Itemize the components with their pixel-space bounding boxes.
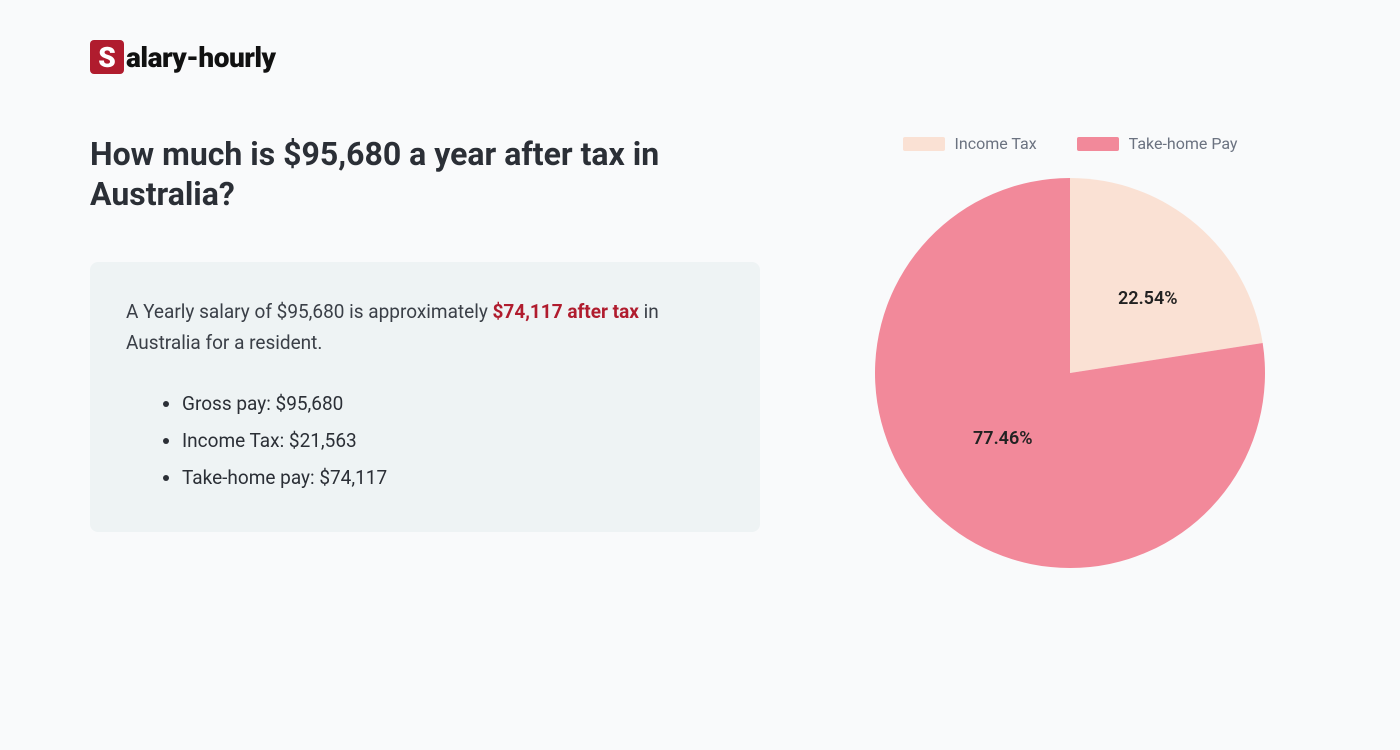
list-item: Gross pay: $95,680: [182, 385, 724, 422]
logo-mark: S: [90, 40, 124, 74]
summary-prefix: A Yearly salary of $95,680 is approximat…: [126, 300, 493, 323]
site-logo: S alary-hourly: [90, 40, 1310, 74]
breakdown-list: Gross pay: $95,680 Income Tax: $21,563 T…: [126, 385, 724, 496]
legend-label: Take-home Pay: [1129, 134, 1238, 153]
logo-text: alary-hourly: [126, 41, 276, 74]
legend-item-income-tax: Income Tax: [903, 134, 1037, 153]
page-title: How much is $95,680 a year after tax in …: [90, 134, 760, 214]
legend-swatch: [903, 137, 945, 151]
chart-legend: Income Tax Take-home Pay: [903, 134, 1238, 153]
tax-pie-chart: Income Tax Take-home Pay 22.54% 77.46%: [840, 134, 1300, 573]
pie-canvas: 22.54% 77.46%: [870, 173, 1270, 573]
summary-highlight: $74,117 after tax: [493, 300, 639, 323]
legend-swatch: [1077, 137, 1119, 151]
legend-item-take-home: Take-home Pay: [1077, 134, 1238, 153]
summary-panel: A Yearly salary of $95,680 is approximat…: [90, 262, 760, 532]
summary-sentence: A Yearly salary of $95,680 is approximat…: [126, 296, 724, 359]
legend-label: Income Tax: [955, 134, 1037, 153]
slice-label-income-tax: 22.54%: [1118, 288, 1178, 309]
list-item: Income Tax: $21,563: [182, 422, 724, 459]
list-item: Take-home pay: $74,117: [182, 459, 724, 496]
slice-label-take-home: 77.46%: [973, 428, 1033, 449]
